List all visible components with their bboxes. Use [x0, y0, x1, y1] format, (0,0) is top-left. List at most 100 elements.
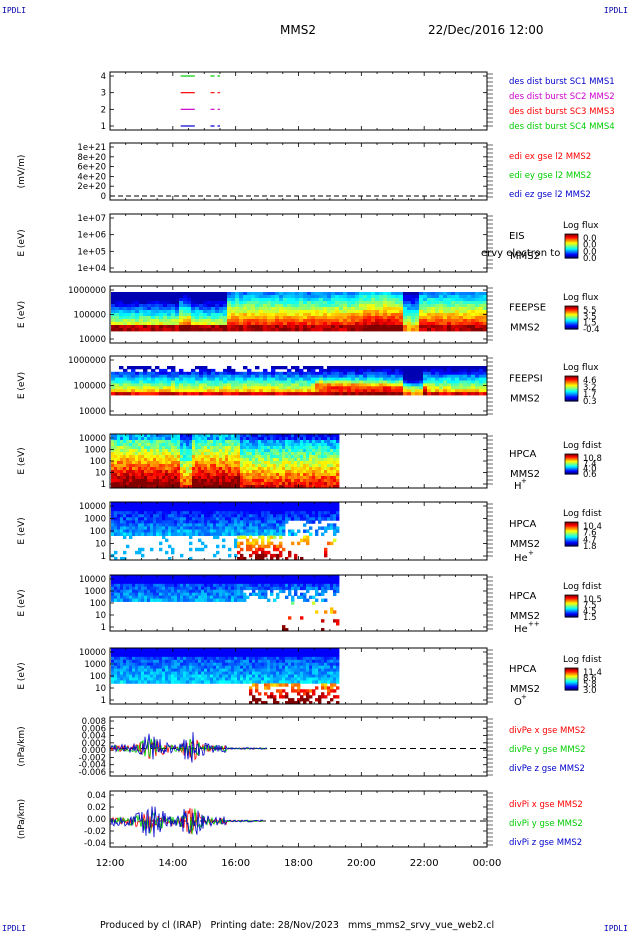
colorbar-swatch — [565, 376, 578, 378]
colorbar-swatch — [565, 526, 578, 528]
colorbar-swatch — [565, 668, 578, 670]
spectrogram-cells — [111, 366, 488, 396]
colorbar-swatch — [565, 382, 578, 385]
plot-title: MMS2 — [280, 23, 316, 37]
y-tick-label: 1 — [101, 122, 106, 132]
colorbar-swatch — [565, 454, 578, 456]
legend-entry: divPi y gse MMS2 — [509, 819, 583, 829]
colorbar-swatch — [565, 392, 578, 395]
colorbar-swatch — [565, 309, 578, 312]
species-label: H — [514, 481, 522, 492]
colorbar-swatch — [565, 312, 578, 315]
colorbar-swatch — [565, 535, 578, 537]
colorbar-swatch — [565, 324, 578, 326]
x-tick-label: 20:00 — [347, 858, 376, 869]
colorbar-swatch — [565, 455, 578, 457]
colorbar-title: Log fdist — [563, 441, 602, 451]
y-tick-label: 10000 — [79, 335, 106, 345]
legend-entry: divPe z gse MMS2 — [509, 764, 585, 774]
colorbar-swatch — [565, 234, 578, 236]
colorbar-swatch — [565, 306, 578, 308]
y-tick-label: 10000 — [79, 434, 106, 444]
colorbar-swatch — [565, 528, 578, 530]
y-axis-label: E (eV) — [17, 447, 27, 474]
y-tick-label: 10000 — [79, 407, 106, 417]
spacecraft-label: MMS2 — [510, 469, 540, 480]
colorbar-swatch — [565, 468, 578, 470]
colorbar-tick-label: 7.6 — [583, 529, 597, 539]
y-tick-label: 1000 — [84, 660, 106, 670]
instrument-label: HPCA — [509, 664, 537, 675]
colorbar-swatch — [565, 313, 578, 316]
colorbar-tick-label: 7.4 — [583, 459, 597, 469]
colorbar-swatch — [565, 460, 578, 462]
colorbar-swatch — [565, 246, 578, 248]
y-tick-label: 10 — [95, 684, 106, 694]
colorbar-swatch — [565, 251, 578, 253]
colorbar-swatch — [565, 688, 578, 690]
colorbar-swatch — [565, 310, 578, 312]
colorbar-swatch — [565, 311, 578, 313]
colorbar-swatch — [565, 532, 578, 534]
colorbar-swatch — [565, 673, 578, 676]
colorbar-swatch — [565, 316, 578, 319]
colorbar-swatch — [565, 386, 578, 388]
colorbar-tick-label: 8.6 — [583, 674, 597, 684]
instrument-label: HPCA — [509, 591, 537, 602]
y-tick-label: 0.002 — [82, 739, 106, 749]
colorbar-swatch — [565, 234, 578, 237]
colorbar-frame — [564, 594, 579, 618]
colorbar-swatch — [565, 672, 578, 674]
colorbar-swatch — [565, 326, 578, 329]
panel-frame-2 — [109, 213, 488, 273]
colorbar-tick-label: -0.4 — [583, 325, 600, 335]
colorbar-swatch — [565, 389, 578, 391]
x-tick-label: 12:00 — [96, 858, 125, 869]
x-tick-label: 00:00 — [473, 858, 502, 869]
corner-label-top-left: IPDLI — [2, 6, 27, 15]
colorbar-swatch — [565, 543, 578, 545]
colorbar-swatch — [565, 386, 578, 389]
colorbar-swatch — [565, 597, 578, 599]
legend-entry: des dist burst SC2 MMS2 — [509, 92, 615, 102]
colorbar-swatch — [565, 530, 578, 533]
colorbar-swatch — [565, 240, 578, 242]
colorbar-swatch — [565, 597, 578, 600]
colorbar-swatch — [565, 381, 578, 384]
y-tick-label: 100 — [90, 457, 106, 467]
colorbar-swatch — [565, 605, 578, 607]
colorbar-swatch — [565, 608, 578, 611]
y-tick-label: -0.002 — [79, 753, 106, 763]
colorbar-swatch — [565, 676, 578, 678]
colorbar-tick-label: 1.7 — [583, 390, 597, 400]
x-tick-label: 22:00 — [410, 858, 439, 869]
colorbar-swatch — [565, 685, 578, 687]
colorbar-swatch — [565, 322, 578, 324]
x-tick-label: 14:00 — [158, 858, 187, 869]
colorbar-frame — [564, 667, 579, 691]
series-line-2 — [110, 732, 268, 763]
colorbar-swatch — [565, 454, 578, 456]
y-tick-label: 4e+20 — [77, 172, 106, 182]
colorbar-tick-label: 10.8 — [583, 454, 602, 464]
species-label: He — [514, 553, 528, 564]
y-tick-label: 8e+20 — [77, 153, 106, 163]
y-tick-label: 0.04 — [87, 791, 106, 801]
colorbar-swatch — [565, 598, 578, 600]
y-axis-label: E (eV) — [17, 662, 27, 689]
colorbar-swatch — [565, 249, 578, 251]
y-tick-label: 1000000 — [68, 356, 106, 366]
colorbar-swatch — [565, 603, 578, 606]
y-tick-label: 4 — [101, 72, 106, 82]
colorbar-swatch — [565, 391, 578, 394]
colorbar-swatch — [565, 464, 578, 466]
colorbar-tick-label: 10.5 — [583, 595, 602, 605]
colorbar-swatch — [565, 241, 578, 243]
colorbar-swatch — [565, 539, 578, 541]
colorbar-swatch — [565, 525, 578, 527]
colorbar-swatch — [565, 456, 578, 458]
colorbar-swatch — [565, 677, 578, 679]
colorbar-swatch — [565, 461, 578, 463]
colorbar-swatch — [565, 325, 578, 328]
colorbar-swatch — [565, 614, 578, 616]
